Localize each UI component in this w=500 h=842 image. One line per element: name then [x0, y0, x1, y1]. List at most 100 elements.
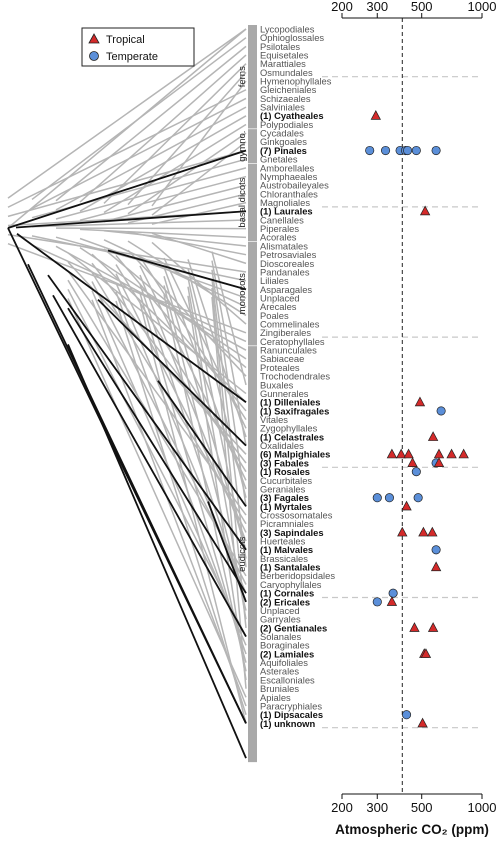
point-tropical [427, 431, 439, 441]
point-tropical [397, 526, 408, 537]
order-label: (1) Celastrales [260, 431, 324, 442]
point-tropical [370, 110, 381, 120]
tree-branch [79, 247, 247, 360]
legend: Tropical Temperate [81, 27, 195, 67]
order-label: Zygophyllales [260, 423, 318, 434]
order-label: Bruniales [260, 683, 299, 694]
point-tropical [430, 561, 442, 572]
order-label: Garryales [260, 614, 301, 625]
clade-group-bars: ferns gymno. basal dicots monocots eudicots [237, 25, 257, 763]
point-tropical [433, 457, 445, 467]
tree-branch [91, 299, 247, 707]
tree-branch [7, 149, 247, 218]
tree-branch [115, 300, 247, 715]
point-temperate [401, 710, 412, 720]
tree-branch [127, 240, 247, 317]
tree-branch [55, 106, 247, 211]
order-label: Ceratophyllales [260, 336, 325, 347]
tree-branch [79, 175, 247, 222]
order-label: Solanales [260, 631, 301, 642]
order-label: Alismatales [260, 240, 308, 251]
group-label: basal dicots [237, 177, 248, 227]
order-label: Ginkgoales [260, 136, 307, 147]
tree-branch [211, 251, 247, 386]
point-temperate [388, 588, 398, 598]
order-label: Osmundales [260, 67, 313, 78]
order-label: Magnoliales [260, 197, 310, 208]
order-label: Geraniales [260, 483, 306, 494]
order-label: Chloranthales [260, 188, 318, 199]
tree-branch [55, 45, 247, 202]
tree-branch [151, 232, 247, 265]
data-points [365, 110, 469, 728]
order-label: (7) Pinales [260, 145, 307, 156]
order-label: Vitales [260, 414, 288, 425]
order-label: Petrosaviales [260, 249, 317, 260]
point-tropical [401, 500, 412, 511]
point-temperate [431, 545, 441, 555]
order-label: Psilotales [260, 41, 300, 52]
order-label: Ranunculales [260, 345, 317, 356]
order-label: Zingiberales [260, 327, 311, 338]
order-label: (2) Lamiales [260, 648, 314, 659]
order-label: (1) Myrtales [260, 501, 312, 512]
order-label: Gleicheniales [260, 84, 317, 95]
order-label: Poales [260, 310, 289, 321]
order-label: Unplaced [260, 292, 300, 303]
order-label: Schizaeales [260, 93, 311, 104]
order-label: Oxalidales [260, 440, 304, 451]
order-label: (3) Sapindales [260, 527, 324, 538]
order-label: Cucurbitales [260, 475, 312, 486]
point-tropical [407, 457, 418, 467]
order-label: Nymphaeales [260, 171, 318, 182]
point-temperate [365, 145, 375, 156]
point-tropical [427, 526, 438, 537]
order-label: Lycopodiales [260, 23, 315, 34]
order-label: (2) Ericales [260, 596, 310, 607]
order-label: Escalloniales [260, 674, 315, 685]
order-label: (1) Laurales [260, 206, 313, 217]
point-tropical [418, 526, 429, 537]
order-label: Buxales [260, 379, 294, 390]
tree-branch [151, 141, 247, 216]
point-tropical [417, 717, 428, 728]
x-tick-label: 1000 [468, 800, 497, 815]
tree-branch [187, 286, 247, 620]
order-label: Salviniales [260, 102, 305, 113]
order-label: Berberidopsidales [260, 570, 335, 581]
group-bar [248, 242, 257, 346]
order-label: Asparagales [260, 284, 312, 295]
order-label: Proteales [260, 362, 300, 373]
group-bar [248, 129, 257, 164]
tree-branch [31, 219, 247, 228]
order-label: (1) Dilleniales [260, 397, 320, 408]
x-tick-label: 200 [331, 0, 353, 14]
tree-branch [47, 274, 247, 551]
x-tick-label: 500 [411, 0, 433, 14]
tree-branch [67, 344, 247, 759]
point-tropical [419, 205, 431, 216]
point-tropical [420, 648, 432, 658]
order-label: Piperales [260, 223, 299, 234]
group-bar [248, 163, 257, 242]
legend-entry-temperate: Temperate [106, 51, 158, 63]
order-label: Caryophyllales [260, 579, 322, 590]
order-label: Canellales [260, 214, 304, 225]
order-label: (1) Dipsacales [260, 709, 323, 720]
order-label: Amborellales [260, 162, 315, 173]
point-tropical [427, 622, 439, 632]
point-tropical [386, 596, 398, 606]
tree-branch [52, 294, 247, 638]
order-label: (3) Fabales [260, 457, 309, 468]
co2-axes: 200 300 500 1000 200 300 500 1000 Atmospheric CO… [331, 0, 496, 837]
tree-branch [103, 229, 247, 247]
group-bar [248, 25, 257, 129]
order-label: (1) Rosales [260, 466, 310, 477]
tree-branch [103, 123, 247, 214]
order-label: Commelinales [260, 319, 320, 330]
order-label: Asterales [260, 666, 299, 677]
group-label: monocots [237, 273, 248, 314]
tree-branch [103, 239, 247, 308]
tree-branch [207, 501, 247, 603]
tree-branch [127, 249, 247, 377]
